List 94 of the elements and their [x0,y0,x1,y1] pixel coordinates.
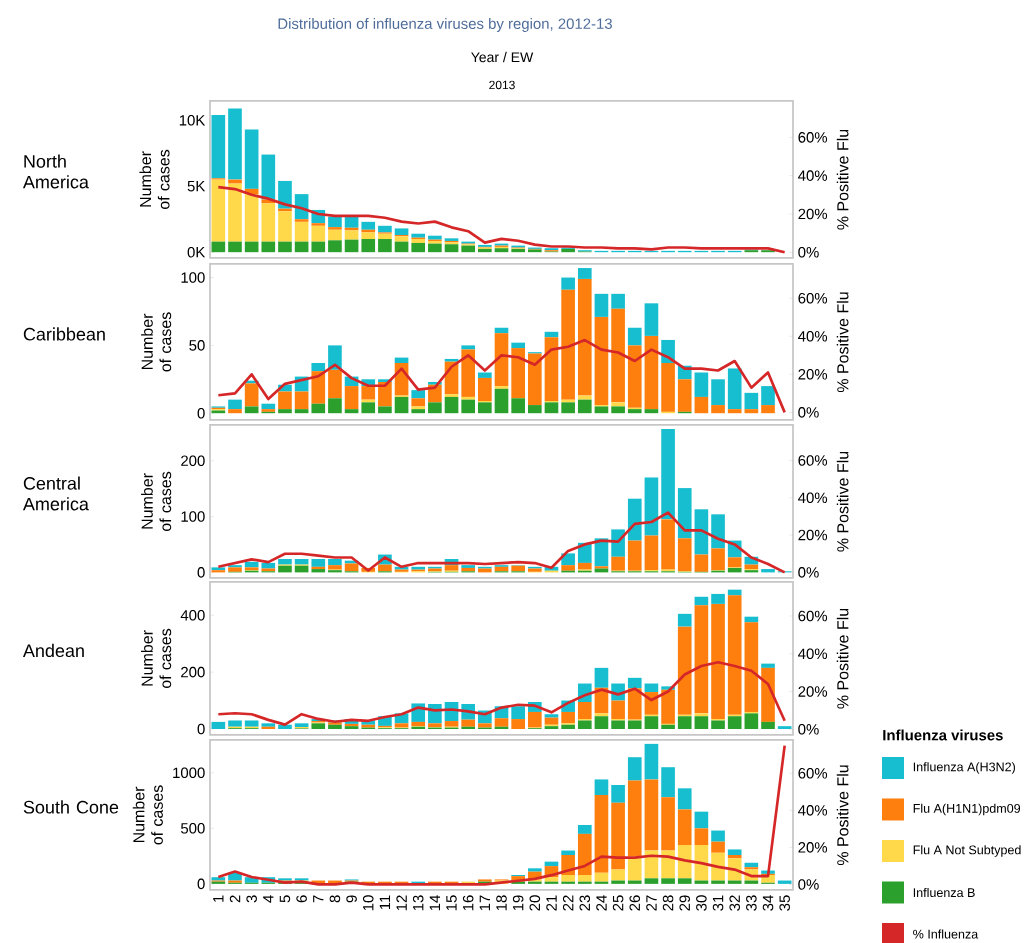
y2-tick-label: 20% [798,369,828,380]
x-tick-label: 19 [512,895,524,911]
text: Year / EW [471,51,534,63]
y-tick-label: 0 [197,723,205,735]
x-tick-label: 32 [729,895,740,911]
y-tick-label: 1000 [173,767,205,779]
x-tick-label: 23 [579,895,591,911]
legend-label: Influenza B [913,887,975,898]
y2-axis-title: % Positive Flu [836,451,849,552]
y2-tick-label: 20% [798,208,828,220]
y-tick-label: 5K [187,181,206,192]
y-tick-label: 0 [197,567,205,578]
y-tick-label: 0 [197,878,205,890]
y2-tick-label: 60% [798,455,828,466]
x-tick-label: 30 [696,895,707,911]
x-tick-label: 20 [529,895,541,911]
text: North America [22,154,89,189]
x-tick-label: 27 [646,895,657,911]
x-tick-label: 15 [446,895,457,911]
y-axis-title: Number of cases [141,471,172,532]
text: Andean [22,643,84,658]
y2-tick-label: 40% [798,492,828,504]
y2-tick-label: 0% [798,879,819,890]
x-tick-label: 12 [396,895,407,911]
y2-tick-label: 0% [798,724,819,735]
x-tick-label: 9 [346,895,357,903]
x-tick-label: 33 [746,895,757,911]
x-tick-label: 28 [662,895,674,911]
y-tick-label: 200 [181,666,205,678]
y2-tick-label: 60% [798,610,828,622]
x-tick-label: 29 [679,895,691,911]
x-tick-label: 35 [779,895,790,911]
y2-tick-label: 60% [798,292,828,304]
x-tick-label: 7 [313,895,324,903]
x-tick-label: 34 [762,895,774,911]
legend-label: Flu A Not Subtyped [913,845,1021,857]
y2-tick-label: 40% [798,805,828,816]
text: Caribbean [23,327,105,341]
legend-label: Flu A(H1N1)pdm09 [913,803,1021,816]
x-tick-label: 22 [562,895,574,911]
x-tick-label: 21 [546,895,557,911]
y2-axis-title: % Positive Flu [836,292,849,393]
y2-tick-label: 0% [798,567,819,578]
y2-tick-label: 20% [798,842,828,853]
y-tick-label: 100 [181,272,205,283]
y2-tick-label: 40% [798,170,828,181]
y-tick-label: 0 [197,407,205,419]
y2-tick-label: 0% [798,246,819,258]
y2-axis-title: % Positive Flu [836,608,849,709]
y-tick-label: 50 [189,340,205,351]
y2-tick-label: 60% [798,132,828,143]
legend-label: % Influenza [913,929,979,939]
y2-axis-title: % Positive Flu [836,765,849,866]
text: Distribution of influenza viruses by region, 2012-13 [278,18,612,32]
x-tick-label: 3 [246,895,257,903]
x-tick-label: 25 [612,895,624,911]
x-tick-label: 17 [479,895,490,911]
x-tick-label: 16 [462,895,474,911]
y2-tick-label: 20% [798,529,828,541]
x-tick-label: 31 [712,895,724,911]
y2-tick-label: 40% [798,648,828,660]
x-tick-label: 8 [329,895,341,903]
x-tick-label: 4 [263,895,274,903]
x-tick-label: 10 [362,895,374,911]
y-tick-label: 10K [179,114,206,126]
text: 2013 [489,80,515,90]
x-tick-label: 1 [213,895,224,902]
y2-tick-label: 0% [798,407,819,418]
y2-tick-label: 40% [798,331,828,342]
y-tick-label: 100 [181,511,205,522]
y-tick-label: 200 [181,455,205,467]
x-tick-label: 5 [279,895,291,903]
text: South Cone [23,800,119,814]
legend-label: Influenza A(H3N2) [913,762,1015,774]
y-tick-label: 500 [180,823,205,834]
x-tick-label: 6 [296,895,307,903]
x-tick-label: 14 [429,895,441,911]
text: Central America [22,476,89,511]
y2-tick-label: 60% [798,768,828,779]
x-tick-label: 2 [229,895,241,903]
x-tick-label: 24 [596,895,607,911]
legend-title: Influenza viruses [883,729,1003,741]
x-tick-label: 11 [379,895,391,910]
y-axis-title: Number of cases [132,785,163,845]
x-tick-label: 18 [496,895,507,911]
y-axis-title: Number of cases [141,312,172,372]
x-tick-label: 13 [412,895,424,911]
y-axis-title: Number of cases [139,149,170,210]
y2-tick-label: 20% [798,686,828,697]
y-tick-label: 0K [187,246,206,258]
y2-axis-title: % Positive Flu [836,129,849,230]
y-tick-label: 400 [180,609,205,621]
y-axis-title: Number of cases [141,628,172,689]
x-tick-label: 26 [629,895,641,911]
